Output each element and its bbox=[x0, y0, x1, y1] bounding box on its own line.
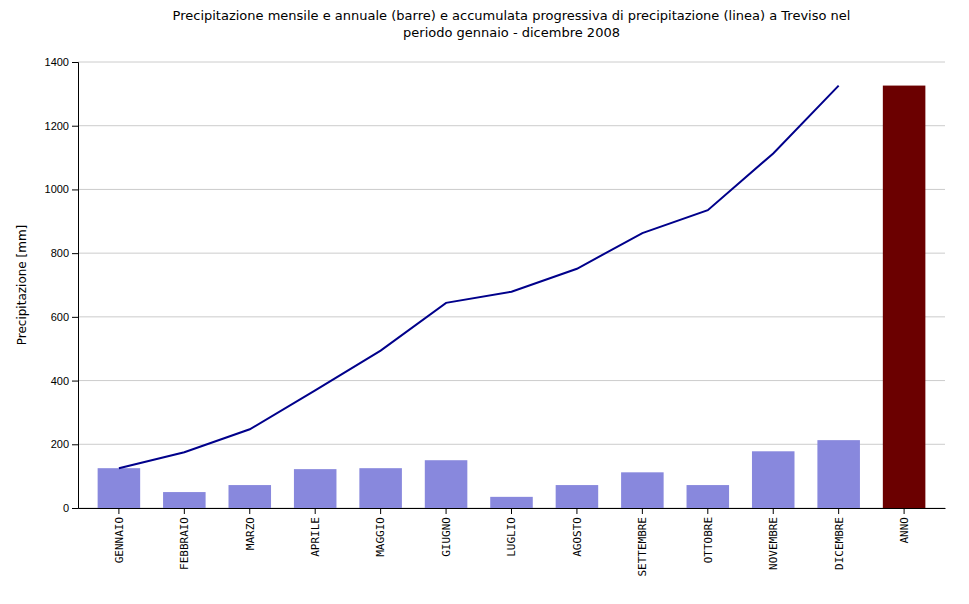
title-line: periodo gennaio - dicembre 2008 bbox=[403, 25, 620, 40]
y-tick-mark bbox=[72, 317, 78, 318]
x-tick: MAGGIO bbox=[374, 508, 387, 557]
bar bbox=[817, 440, 860, 508]
x-tick-label: GIUGNO bbox=[440, 517, 453, 557]
y-tick-label: 400 bbox=[51, 375, 69, 387]
y-tick-label: 600 bbox=[51, 311, 69, 323]
y-tick: 1000 bbox=[45, 183, 78, 195]
bar bbox=[359, 468, 402, 508]
y-tick: 400 bbox=[51, 375, 78, 387]
y-tick-mark bbox=[72, 126, 78, 127]
y-tick: 1400 bbox=[45, 56, 78, 68]
x-tick: ANNO bbox=[898, 508, 911, 544]
y-tick-mark bbox=[72, 444, 78, 445]
bar bbox=[163, 492, 206, 508]
x-tick: APRILE bbox=[309, 508, 322, 557]
y-tick-label: 1000 bbox=[45, 183, 69, 195]
bar bbox=[621, 472, 664, 508]
x-tick: FEBBRAIO bbox=[178, 508, 191, 570]
x-tick-mark bbox=[773, 508, 774, 514]
grid bbox=[78, 62, 945, 508]
x-tick-label: APRILE bbox=[309, 517, 322, 557]
y-tick-label: 1400 bbox=[45, 56, 69, 68]
bar bbox=[556, 485, 599, 508]
bar bbox=[752, 451, 795, 508]
y-tick-label: 800 bbox=[51, 247, 69, 259]
x-axis: GENNAIO FEBBRAIO MARZO APRILE MAGGIO GIUGNO LU… bbox=[79, 508, 946, 577]
y-tick-mark bbox=[72, 508, 78, 509]
x-tick: NOVEMBRE bbox=[767, 508, 780, 570]
y-tick-mark bbox=[72, 253, 78, 254]
chart: 0 200 400 600 800 1000 1200 1400 GENNAIO FEBBRAIO… bbox=[0, 0, 969, 604]
x-tick-mark bbox=[904, 508, 905, 514]
x-tick-label: DICEMBRE bbox=[833, 517, 846, 570]
x-tick-label: MARZO bbox=[244, 517, 257, 550]
grid-line bbox=[78, 253, 945, 254]
x-tick-mark bbox=[118, 508, 119, 514]
x-tick: GENNAIO bbox=[113, 508, 126, 563]
x-tick-mark bbox=[707, 508, 708, 514]
bar bbox=[883, 86, 926, 508]
y-tick-label: 1200 bbox=[45, 120, 69, 132]
x-tick-label: SETTEMBRE bbox=[636, 517, 649, 577]
y-tick-mark bbox=[72, 381, 78, 382]
bar bbox=[294, 469, 337, 508]
y-axis-title: Precipitazione [mm] bbox=[15, 225, 29, 346]
y-tick-mark bbox=[72, 62, 78, 63]
y-tick: 0 bbox=[63, 502, 78, 514]
x-tick-label: ANNO bbox=[898, 517, 911, 544]
grid-line bbox=[78, 62, 945, 63]
line bbox=[119, 86, 839, 469]
x-tick-label: FEBBRAIO bbox=[178, 517, 191, 570]
bar bbox=[425, 460, 468, 508]
marks bbox=[98, 86, 926, 508]
y-axis: 0 200 400 600 800 1000 1200 1400 bbox=[45, 56, 79, 514]
x-tick-mark bbox=[249, 508, 250, 514]
x-tick-label: GENNAIO bbox=[113, 517, 126, 563]
y-tick-label: 0 bbox=[63, 502, 69, 514]
bar bbox=[490, 497, 533, 508]
bars bbox=[98, 86, 926, 508]
grid-line bbox=[78, 316, 945, 317]
y-tick: 1200 bbox=[45, 120, 78, 132]
plot: 0 200 400 600 800 1000 1200 1400 GENNAIO FEBBRAIO… bbox=[45, 56, 946, 577]
x-tick: GIUGNO bbox=[440, 508, 453, 557]
grid-line bbox=[78, 380, 945, 381]
x-tick: AGOSTO bbox=[571, 508, 584, 557]
x-tick-mark bbox=[446, 508, 447, 514]
y-tick: 800 bbox=[51, 247, 78, 259]
title-line: Precipitazione mensile e annuale (barre)… bbox=[173, 8, 851, 23]
x-tick: MARZO bbox=[244, 508, 257, 550]
grid-line bbox=[78, 189, 945, 190]
x-tick-mark bbox=[184, 508, 185, 514]
y-tick-label: 200 bbox=[51, 438, 69, 450]
y-tick-mark bbox=[72, 189, 78, 190]
x-tick-mark bbox=[315, 508, 316, 514]
title: Precipitazione mensile e annuale (barre)… bbox=[173, 8, 851, 40]
x-tick-mark bbox=[511, 508, 512, 514]
x-tick-label: MAGGIO bbox=[374, 517, 387, 557]
x-tick-mark bbox=[642, 508, 643, 514]
bar bbox=[228, 485, 271, 508]
y-tick: 600 bbox=[51, 311, 78, 323]
x-tick-mark bbox=[380, 508, 381, 514]
x-tick: DICEMBRE bbox=[833, 508, 846, 570]
x-tick-mark bbox=[838, 508, 839, 514]
x-tick-label: AGOSTO bbox=[571, 517, 584, 557]
x-tick: SETTEMBRE bbox=[636, 508, 649, 577]
x-tick-mark bbox=[576, 508, 577, 514]
y-axis-line bbox=[72, 63, 79, 509]
x-tick-label: OTTOBRE bbox=[702, 517, 715, 563]
bar bbox=[98, 468, 141, 508]
x-tick-label: NOVEMBRE bbox=[767, 517, 780, 570]
x-tick-label: LUGLIO bbox=[505, 517, 518, 557]
y-tick: 200 bbox=[51, 438, 78, 450]
bar bbox=[687, 485, 730, 508]
x-tick: OTTOBRE bbox=[702, 508, 715, 563]
x-tick: LUGLIO bbox=[505, 508, 518, 557]
grid-line bbox=[78, 125, 945, 126]
